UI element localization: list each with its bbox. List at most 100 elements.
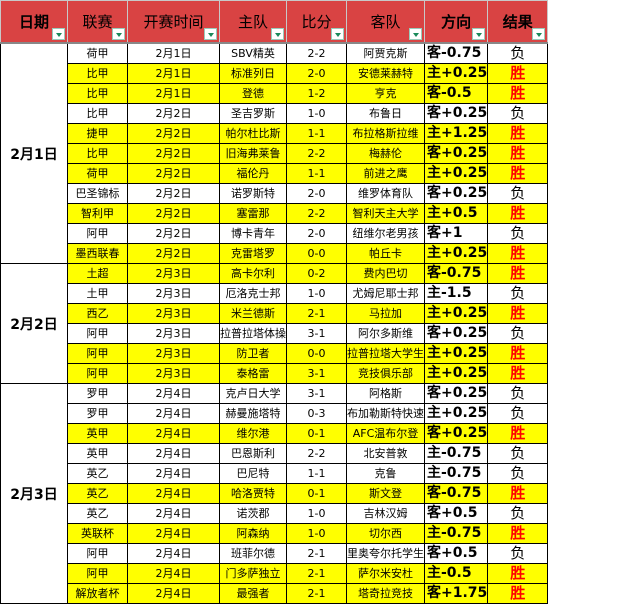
cell-kickoff: 2月1日 bbox=[127, 83, 220, 104]
cell-score: 2-2 bbox=[286, 143, 347, 164]
cell-score: 1-2 bbox=[286, 83, 347, 104]
cell-result: 胜 bbox=[487, 303, 549, 324]
filter-dropdown-icon[interactable] bbox=[409, 28, 422, 40]
direction-text: 客+1.75 bbox=[427, 585, 488, 601]
table-row: 捷甲 2月2日 帕尔杜比斯 1-1 布拉格斯拉维 主+1.25 胜 bbox=[1, 123, 549, 144]
cell-kickoff: 2月2日 bbox=[127, 143, 220, 164]
cell-result: 负 bbox=[487, 443, 549, 464]
cell-away: 阿格斯 bbox=[346, 383, 425, 404]
kickoff-text: 2月3日 bbox=[155, 327, 192, 340]
score-text: 1-0 bbox=[307, 527, 326, 540]
away-text: 吉林汉姆 bbox=[363, 507, 408, 520]
table-row: 比甲 2月2日 旧海弗莱鲁 2-2 梅赫伦 客+0.25 胜 bbox=[1, 143, 549, 164]
cell-league: 阿甲 bbox=[67, 563, 128, 584]
cell-home: 帕尔杜比斯 bbox=[219, 123, 287, 144]
filter-dropdown-icon[interactable] bbox=[52, 28, 65, 40]
cell-direction: 客+0.25 bbox=[423, 323, 489, 344]
home-text: 帕尔杜比斯 bbox=[225, 127, 281, 140]
cell-kickoff: 2月3日 bbox=[127, 303, 220, 324]
cell-league: 阿甲 bbox=[67, 363, 128, 384]
cell-kickoff: 2月4日 bbox=[127, 523, 220, 544]
cell-league: 智利甲 bbox=[67, 203, 128, 224]
cell-score: 1-1 bbox=[286, 123, 347, 144]
cell-league: 阿甲 bbox=[67, 223, 128, 244]
league-text: 土超 bbox=[86, 267, 109, 280]
cell-direction: 客-0.75 bbox=[423, 42, 489, 64]
home-text: 圣吉罗斯 bbox=[231, 107, 275, 120]
cell-score: 3-1 bbox=[286, 383, 347, 404]
kickoff-text: 2月2日 bbox=[155, 147, 192, 160]
cell-result: 胜 bbox=[487, 123, 549, 144]
home-text: 诺罗斯特 bbox=[231, 187, 275, 200]
cell-score: 1-0 bbox=[286, 503, 347, 524]
table-row: 英甲 2月4日 维尔港 0-1 AFC温布尔登 客+0.25 胜 bbox=[1, 423, 549, 444]
cell-away: 梅赫伦 bbox=[346, 143, 425, 164]
kickoff-text: 2月3日 bbox=[155, 347, 192, 360]
table-row: 2月2日 土超 2月3日 高卡尔利 0-2 费内巴切 客-0.75 胜 bbox=[0, 263, 549, 384]
cell-home: 阿森纳 bbox=[219, 523, 287, 544]
header-league: 联赛 bbox=[67, 0, 128, 44]
league-text: 阿甲 bbox=[86, 367, 109, 380]
home-text: 巴恩斯利 bbox=[231, 447, 275, 460]
away-text: 北安普敦 bbox=[363, 447, 408, 460]
cell-score: 1-1 bbox=[286, 463, 347, 484]
filter-dropdown-icon[interactable] bbox=[331, 28, 344, 40]
table-row: 土甲 2月3日 厄洛克士邦 1-0 尤姆尼耶士邦 主-1.5 负 bbox=[1, 283, 549, 304]
cell-league: 阿甲 bbox=[67, 323, 128, 344]
away-text: 布加勒斯特快速 bbox=[347, 407, 424, 420]
cell-kickoff: 2月4日 bbox=[127, 483, 220, 504]
direction-text: 主+0.25 bbox=[427, 305, 488, 321]
home-text: 福伦丹 bbox=[236, 167, 270, 180]
cell-home: 泰格雷 bbox=[219, 363, 287, 384]
result-text: 负 bbox=[510, 284, 526, 303]
cell-away: 安德莱赫特 bbox=[346, 63, 425, 84]
filter-dropdown-icon[interactable] bbox=[204, 28, 217, 40]
cell-home: 最强者 bbox=[219, 583, 287, 604]
home-text: 旧海弗莱鲁 bbox=[225, 147, 281, 160]
result-text: 负 bbox=[510, 404, 526, 423]
kickoff-text: 2月4日 bbox=[155, 427, 192, 440]
cell-away: 阿尔多斯维 bbox=[346, 323, 425, 344]
cell-result: 胜 bbox=[487, 203, 549, 224]
cell-home: 登德 bbox=[219, 83, 287, 104]
cell-home: 旧海弗莱鲁 bbox=[219, 143, 287, 164]
cell-direction: 主+0.5 bbox=[423, 203, 489, 224]
direction-text: 客-0.75 bbox=[427, 485, 482, 501]
cell-result: 负 bbox=[487, 463, 549, 484]
filter-dropdown-icon[interactable] bbox=[112, 28, 125, 40]
direction-text: 主+0.25 bbox=[427, 65, 488, 81]
cell-score: 2-0 bbox=[286, 223, 347, 244]
home-text: 阿森纳 bbox=[236, 527, 270, 540]
filter-dropdown-icon[interactable] bbox=[472, 28, 486, 40]
kickoff-text: 2月4日 bbox=[155, 467, 192, 480]
cell-kickoff: 2月4日 bbox=[127, 423, 220, 444]
cell-away: 萨尔米安杜 bbox=[346, 563, 425, 584]
kickoff-text: 2月3日 bbox=[155, 267, 192, 280]
table-row: 比甲 2月2日 圣吉罗斯 1-0 布鲁日 客+0.25 负 bbox=[1, 103, 549, 124]
away-text: 拉普拉塔大学生 bbox=[347, 347, 424, 360]
score-text: 0-3 bbox=[307, 407, 326, 420]
result-text: 胜 bbox=[510, 484, 526, 503]
filter-dropdown-icon[interactable] bbox=[532, 28, 546, 40]
cell-league: 英乙 bbox=[67, 463, 128, 484]
cell-away: 克鲁 bbox=[346, 463, 425, 484]
cell-home: 赫曼施塔特 bbox=[219, 403, 287, 424]
kickoff-text: 2月2日 bbox=[155, 187, 192, 200]
kickoff-text: 2月1日 bbox=[155, 47, 192, 60]
cell-kickoff: 2月1日 bbox=[127, 42, 220, 64]
cell-result: 胜 bbox=[487, 83, 549, 104]
kickoff-text: 2月3日 bbox=[155, 287, 192, 300]
cell-kickoff: 2月3日 bbox=[127, 343, 220, 364]
cell-score: 2-2 bbox=[286, 42, 347, 64]
league-text: 比甲 bbox=[86, 107, 109, 120]
cell-direction: 客+0.25 bbox=[423, 183, 489, 204]
cell-away: 塔奇拉竞技 bbox=[346, 583, 425, 604]
cell-away: 智利天主大学 bbox=[346, 203, 425, 224]
result-text: 胜 bbox=[510, 144, 526, 163]
score-text: 2-0 bbox=[307, 67, 326, 80]
away-text: 布鲁日 bbox=[369, 107, 402, 120]
cell-home: 圣吉罗斯 bbox=[219, 103, 287, 124]
filter-dropdown-icon[interactable] bbox=[271, 28, 284, 40]
home-text: 赫曼施塔特 bbox=[225, 407, 281, 420]
score-text: 1-1 bbox=[307, 467, 326, 480]
